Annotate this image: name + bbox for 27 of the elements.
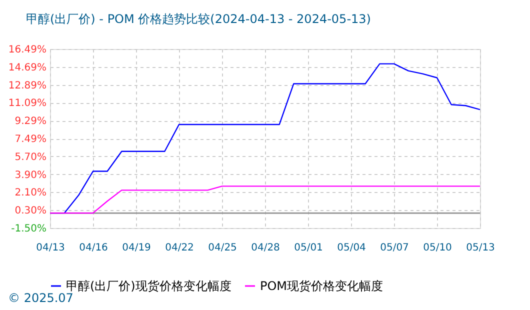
line-series xyxy=(50,186,480,214)
x-tick-label: 04/19 xyxy=(122,242,151,254)
x-tick-label: 04/16 xyxy=(79,242,108,254)
y-tick-label: 12.89% xyxy=(8,80,46,92)
x-tick-label: 04/13 xyxy=(36,242,65,254)
x-tick-label: 05/10 xyxy=(423,242,452,254)
chart-title: 甲醇(出厂价) - POM 价格趋势比较(2024-04-13 - 2024-05-13) xyxy=(26,12,371,26)
x-tick-label: 04/28 xyxy=(251,242,280,254)
y-tick-label: 9.29% xyxy=(14,116,46,128)
x-tick-label: 04/22 xyxy=(165,242,194,254)
x-tick-label: 05/13 xyxy=(466,242,495,254)
legend-label: POM现货价格变化幅度 xyxy=(260,279,384,293)
x-tick-label: 05/04 xyxy=(337,242,366,254)
x-tick-label: 05/07 xyxy=(380,242,409,254)
y-tick-label: 11.09% xyxy=(8,98,46,110)
legend-label: 甲醇(出厂价)现货价格变化幅度 xyxy=(66,279,232,293)
y-tick-label: 2.10% xyxy=(14,188,46,199)
text: © 2025.07 xyxy=(8,291,74,305)
y-tick-label: 0.30% xyxy=(14,206,46,217)
y-tick-label: 16.49% xyxy=(8,44,46,56)
x-tick-label: 05/01 xyxy=(294,242,323,254)
y-tick-label: -1.50% xyxy=(11,224,46,234)
y-tick-label: 3.90% xyxy=(14,170,46,181)
x-tick-label: 04/25 xyxy=(208,242,237,254)
y-tick-label: 7.49% xyxy=(14,134,46,146)
y-tick-label: 14.69% xyxy=(8,62,46,74)
y-tick-label: 5.70% xyxy=(14,152,46,163)
